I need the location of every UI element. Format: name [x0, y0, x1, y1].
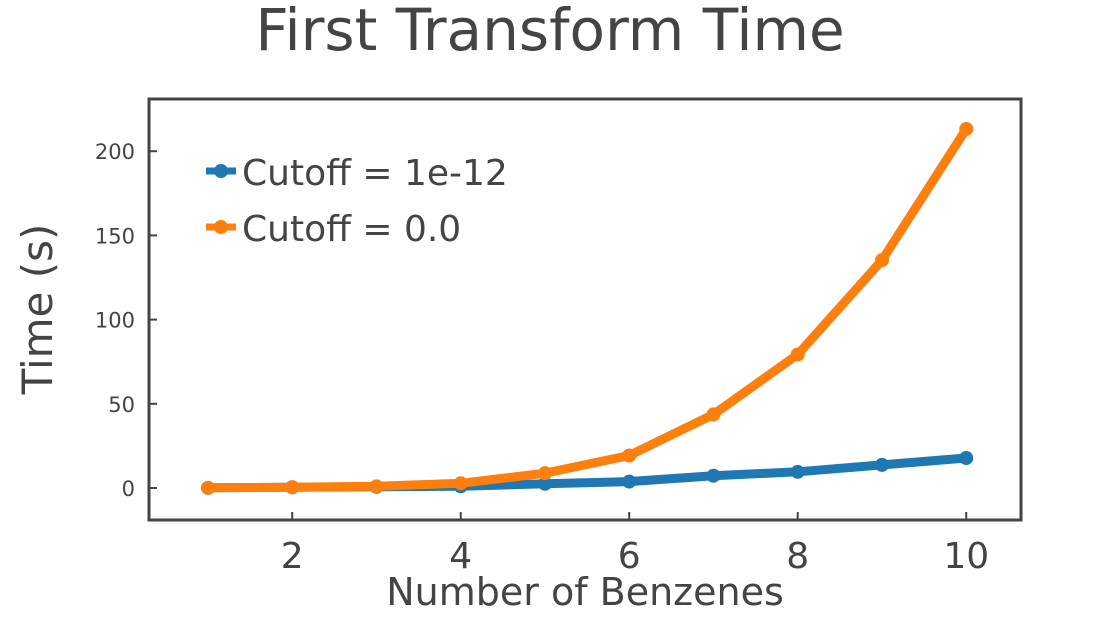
- data-point-1-7: [790, 347, 805, 362]
- chart-title: First Transform Time: [255, 0, 844, 64]
- data-point-1-1: [285, 480, 300, 495]
- legend: Cutoff = 1e-12 Cutoff = 0.0: [206, 153, 508, 250]
- x-tick-label-0: 2: [281, 536, 304, 577]
- data-point-0-5: [622, 474, 637, 489]
- data-point-1-0: [200, 480, 215, 495]
- x-tick-label-2: 6: [618, 536, 641, 577]
- data-point-1-5: [622, 448, 637, 463]
- data-point-0-9: [959, 451, 974, 466]
- legend-label-1: Cutoff = 0.0: [242, 209, 461, 250]
- data-point-0-4: [537, 476, 552, 491]
- plot-frame: [147, 97, 1023, 522]
- x-axis-label: Number of Benzenes: [386, 570, 784, 614]
- x-tick-label-1: 4: [449, 536, 472, 577]
- series-layer: [200, 121, 974, 495]
- data-point-1-3: [453, 476, 468, 491]
- y-tick-label-2: 100: [95, 309, 135, 333]
- legend-swatch-marker-0: [214, 164, 228, 178]
- x-axis: 2 4 6 8 10: [281, 512, 989, 577]
- y-tick-label-3: 150: [95, 224, 135, 248]
- y-axis-label: Time (s): [13, 224, 62, 396]
- legend-swatch-marker-1: [214, 220, 228, 234]
- x-tick-label-3: 8: [786, 536, 809, 577]
- legend-item-0: Cutoff = 1e-12: [206, 153, 508, 194]
- data-point-1-6: [706, 407, 721, 422]
- y-axis: 0 50 100 150 200: [95, 140, 157, 501]
- data-point-1-8: [874, 253, 889, 268]
- data-point-1-9: [959, 121, 974, 136]
- y-tick-label-4: 200: [95, 140, 135, 164]
- legend-label-0: Cutoff = 1e-12: [242, 153, 508, 194]
- legend-item-1: Cutoff = 0.0: [206, 209, 461, 250]
- x-tick-label-4: 10: [943, 536, 989, 577]
- series-1: [200, 121, 974, 495]
- data-point-0-6: [706, 468, 721, 483]
- y-tick-label-0: 0: [122, 477, 135, 501]
- y-tick-label-1: 50: [108, 393, 135, 417]
- series-line-1: [203, 124, 971, 493]
- data-point-1-4: [537, 466, 552, 481]
- data-point-0-8: [874, 457, 889, 472]
- data-point-1-2: [369, 479, 384, 494]
- data-point-0-7: [790, 464, 805, 479]
